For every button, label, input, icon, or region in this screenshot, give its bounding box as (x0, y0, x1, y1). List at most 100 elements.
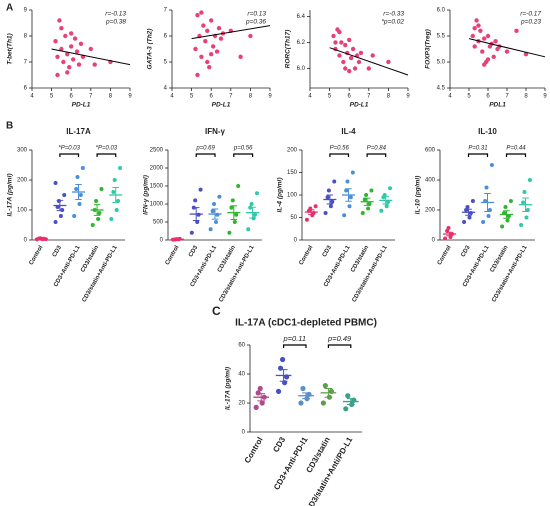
point (489, 163, 494, 167)
point (209, 18, 214, 23)
annotation: r=-0.33 (383, 11, 404, 18)
y-tick-label: 5.0 (437, 60, 446, 66)
error-bar (446, 231, 453, 237)
point (519, 223, 524, 227)
x-tick-label: 7 (505, 94, 509, 100)
error-bar (326, 194, 334, 205)
error-bar (503, 210, 510, 219)
point (480, 49, 485, 54)
point (474, 18, 479, 23)
point (253, 404, 259, 410)
point (249, 202, 254, 206)
point (57, 18, 62, 23)
point (76, 62, 82, 67)
error-bar (346, 398, 355, 405)
point (470, 33, 475, 39)
x-tick-label: 4 (308, 94, 312, 100)
point (339, 40, 344, 45)
y-tick-label: 0 (242, 430, 246, 436)
point (337, 53, 342, 58)
point (379, 208, 384, 213)
point (99, 187, 104, 191)
x-tick-label: CD3/statin (80, 244, 100, 273)
point (320, 400, 326, 406)
point (384, 204, 389, 209)
chart-title: IL-17A (66, 127, 91, 136)
point (215, 212, 220, 217)
chart-title: IL-10 (478, 127, 497, 136)
y-tick-label: 1500 (150, 184, 164, 190)
error-bar (75, 184, 82, 200)
y-axis-label: IL-10 (pg/ml) (415, 176, 422, 215)
point (214, 49, 220, 54)
point (342, 213, 347, 218)
x-tick-label: 8 (524, 94, 528, 100)
x-tick-label: CD3/statin+Anti-PD-L1 (352, 244, 390, 303)
point (199, 10, 204, 15)
point (360, 211, 365, 215)
y-tick-label: 500 (153, 220, 164, 226)
y-axis-label: GATA-3 (Th2) (147, 29, 154, 70)
y-tick-label: 2000 (150, 166, 164, 172)
point (382, 193, 387, 197)
bracket (329, 153, 350, 157)
x-axis-label: PDL1 (489, 102, 506, 109)
point (236, 184, 241, 188)
x-tick-label: Control (29, 245, 45, 267)
chart-title: IL-17A (cDC1-depleted PBMC) (235, 318, 377, 329)
point (332, 179, 337, 184)
y-tick-label: 6.2 (297, 40, 306, 46)
point (347, 204, 352, 209)
point (328, 204, 333, 209)
point (524, 215, 529, 220)
point (333, 40, 338, 45)
x-tick-label: Control (437, 245, 453, 267)
error-bar (324, 388, 333, 398)
x-tick-label: CD3/statin (217, 244, 237, 273)
point (205, 59, 210, 65)
annotation: *P=0.03 (96, 146, 118, 152)
point (210, 44, 216, 49)
error-bar (192, 207, 200, 222)
point (465, 205, 470, 209)
error-bar (363, 197, 371, 206)
point (216, 26, 222, 31)
point (88, 46, 94, 52)
x-tick-label: 9 (128, 94, 132, 100)
point (78, 41, 84, 46)
point (193, 46, 198, 52)
error-bar (345, 188, 352, 202)
error-bar (230, 205, 238, 220)
y-axis-label: T-bet(Th1) (7, 33, 14, 64)
point (61, 59, 66, 65)
point (369, 188, 374, 193)
y-tick-label: 40 (238, 372, 245, 378)
x-tick-label: 5 (50, 94, 54, 100)
y-tick-label: 0 (294, 238, 298, 244)
chart-title: IL-4 (341, 127, 356, 136)
point (75, 175, 80, 179)
y-tick-label: 300 (17, 148, 28, 154)
point (504, 49, 510, 54)
bracket (59, 153, 80, 157)
point (229, 205, 234, 210)
point (203, 39, 208, 44)
point (386, 59, 391, 65)
point (300, 385, 306, 392)
bracket (366, 153, 387, 157)
y-tick-label: 1000 (150, 202, 164, 208)
y-axis-label: RORC(Th17) (285, 30, 292, 69)
point (218, 36, 224, 41)
annotation: p=0.49 (327, 334, 352, 343)
y-axis-label: IFN-γ (pg/ml) (143, 175, 150, 215)
annotation: P=0.44 (506, 146, 526, 152)
point (523, 52, 529, 57)
x-tick-label: Control (165, 245, 181, 267)
y-tick-label: 6 (24, 86, 28, 92)
point (347, 68, 352, 74)
point (199, 54, 204, 59)
x-tick-label: 7 (367, 94, 371, 100)
y-tick-label: 20 (238, 401, 245, 407)
point (112, 178, 117, 182)
